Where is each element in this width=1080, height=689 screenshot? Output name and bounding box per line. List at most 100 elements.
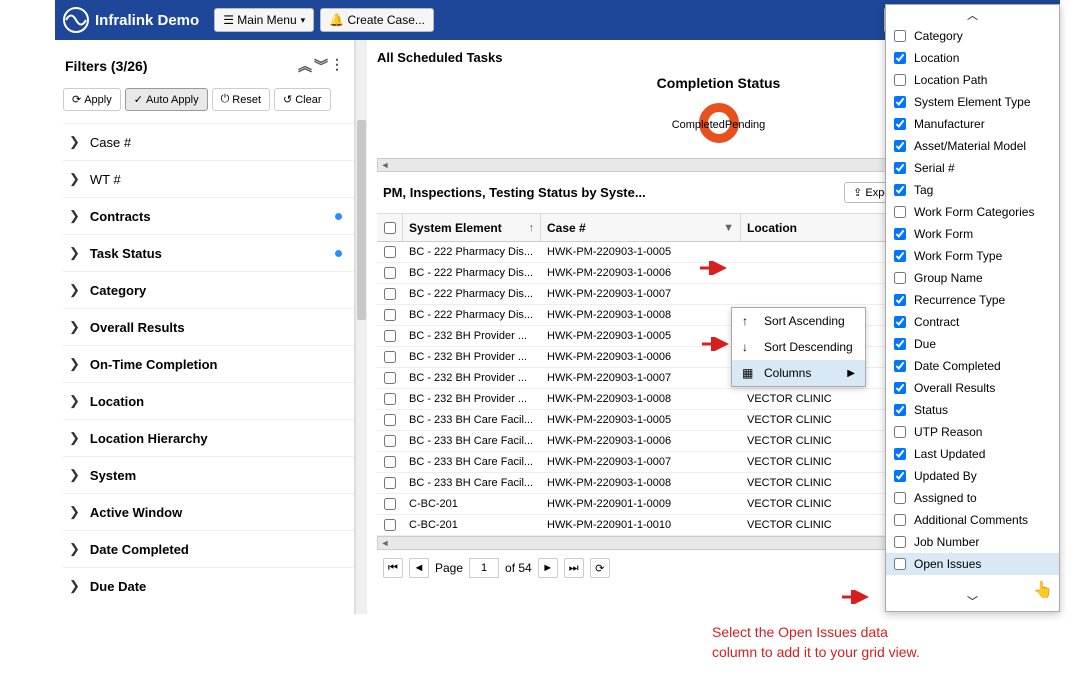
column-option-contract[interactable]: Contract (886, 311, 1059, 333)
refresh-grid-button[interactable]: ⟳ (590, 558, 610, 578)
row-checkbox[interactable] (377, 435, 403, 447)
column-option-category[interactable]: Category (886, 25, 1059, 47)
column-option-additional-comments[interactable]: Additional Comments (886, 509, 1059, 531)
column-checkbox[interactable] (894, 74, 906, 86)
column-option-status[interactable]: Status (886, 399, 1059, 421)
sidebar-scrollbar[interactable] (355, 40, 367, 614)
column-checkbox[interactable] (894, 228, 906, 240)
row-checkbox[interactable] (377, 330, 403, 342)
column-checkbox[interactable] (894, 162, 906, 174)
column-option-overall-results[interactable]: Overall Results (886, 377, 1059, 399)
auto-apply-button[interactable]: ✓Auto Apply (125, 88, 208, 111)
column-checkbox[interactable] (894, 316, 906, 328)
filter-item-location-hierarchy[interactable]: ❯Location Hierarchy (63, 419, 354, 456)
column-option-utp-reason[interactable]: UTP Reason (886, 421, 1059, 443)
select-all-checkbox[interactable] (377, 214, 403, 241)
column-checkbox[interactable] (894, 294, 906, 306)
filter-item-overall-results[interactable]: ❯Overall Results (63, 308, 354, 345)
row-checkbox[interactable] (377, 498, 403, 510)
column-option-serial-[interactable]: Serial # (886, 157, 1059, 179)
column-checkbox[interactable] (894, 30, 906, 42)
scroll-left-icon[interactable]: ◄ (378, 538, 392, 548)
column-option-location[interactable]: Location (886, 47, 1059, 69)
more-icon[interactable]: ⋮ (330, 56, 344, 76)
filter-item-due-date[interactable]: ❯Due Date (63, 567, 354, 604)
page-input[interactable] (469, 558, 499, 578)
column-option-date-completed[interactable]: Date Completed (886, 355, 1059, 377)
row-checkbox[interactable] (377, 519, 403, 531)
row-checkbox[interactable] (377, 477, 403, 489)
row-checkbox[interactable] (377, 246, 403, 258)
column-checkbox[interactable] (894, 96, 906, 108)
row-checkbox[interactable] (377, 351, 403, 363)
column-checkbox[interactable] (894, 250, 906, 262)
column-option-work-form-type[interactable]: Work Form Type (886, 245, 1059, 267)
column-option-open-issues[interactable]: Open Issues (886, 553, 1059, 575)
column-checkbox[interactable] (894, 514, 906, 526)
column-checkbox[interactable] (894, 470, 906, 482)
first-page-button[interactable]: ⏮ (383, 558, 403, 578)
column-option-system-element-type[interactable]: System Element Type (886, 91, 1059, 113)
column-option-updated-by[interactable]: Updated By (886, 465, 1059, 487)
last-page-button[interactable]: ⏭ (564, 558, 584, 578)
row-checkbox[interactable] (377, 393, 403, 405)
filter-item-contracts[interactable]: ❯Contracts (63, 197, 354, 234)
column-checkbox[interactable] (894, 448, 906, 460)
column-option-job-number[interactable]: Job Number (886, 531, 1059, 553)
column-option-asset-material-model[interactable]: Asset/Material Model (886, 135, 1059, 157)
filter-item-task-status[interactable]: ❯Task Status (63, 234, 354, 271)
filter-item-system[interactable]: ❯System (63, 456, 354, 493)
column-checkbox[interactable] (894, 338, 906, 350)
filter-item-on-time-completion[interactable]: ❯On-Time Completion (63, 345, 354, 382)
column-checkbox[interactable] (894, 118, 906, 130)
scrollbar-thumb[interactable] (357, 120, 366, 320)
filter-item-wt-[interactable]: ❯WT # (63, 160, 354, 197)
expand-all-icon[interactable]: ︾ (314, 56, 328, 76)
column-checkbox[interactable] (894, 140, 906, 152)
clear-button[interactable]: ↺Clear (274, 88, 331, 111)
column-option-recurrence-type[interactable]: Recurrence Type (886, 289, 1059, 311)
sort-ascending-item[interactable]: ↑Sort Ascending (732, 308, 865, 334)
column-option-tag[interactable]: Tag (886, 179, 1059, 201)
sort-descending-item[interactable]: ↓Sort Descending (732, 334, 865, 360)
column-checkbox[interactable] (894, 272, 906, 284)
create-case-button[interactable]: 🔔 Create Case... (320, 8, 434, 32)
columns-submenu-item[interactable]: ▦Columns▶ (732, 360, 865, 386)
column-option-group-name[interactable]: Group Name (886, 267, 1059, 289)
column-checkbox[interactable] (894, 382, 906, 394)
column-checkbox[interactable] (894, 360, 906, 372)
row-checkbox[interactable] (377, 372, 403, 384)
filter-item-category[interactable]: ❯Category (63, 271, 354, 308)
column-checkbox[interactable] (894, 52, 906, 64)
column-checkbox[interactable] (894, 492, 906, 504)
filter-item-case-[interactable]: ❯Case # (63, 123, 354, 160)
reset-button[interactable]: ⏻Reset (212, 88, 270, 111)
column-checkbox[interactable] (894, 184, 906, 196)
collapse-all-icon[interactable]: ︽ (298, 56, 312, 76)
column-option-manufacturer[interactable]: Manufacturer (886, 113, 1059, 135)
next-page-button[interactable]: ► (538, 558, 558, 578)
column-option-location-path[interactable]: Location Path (886, 69, 1059, 91)
column-checkbox[interactable] (894, 536, 906, 548)
scroll-down-arrow[interactable]: ﹀ (886, 591, 1059, 611)
row-checkbox[interactable] (377, 267, 403, 279)
column-checkbox[interactable] (894, 206, 906, 218)
row-checkbox[interactable] (377, 414, 403, 426)
scroll-up-arrow[interactable]: ︿ (886, 5, 1059, 25)
column-menu-icon[interactable]: ▼ (723, 222, 734, 234)
filter-item-date-completed[interactable]: ❯Date Completed (63, 530, 354, 567)
filter-item-location[interactable]: ❯Location (63, 382, 354, 419)
prev-page-button[interactable]: ◄ (409, 558, 429, 578)
column-checkbox[interactable] (894, 426, 906, 438)
row-checkbox[interactable] (377, 456, 403, 468)
column-checkbox[interactable] (894, 404, 906, 416)
column-option-assigned-to[interactable]: Assigned to (886, 487, 1059, 509)
apply-button[interactable]: ⟳Apply (63, 88, 121, 111)
row-checkbox[interactable] (377, 288, 403, 300)
col-case-number[interactable]: Case #▼ (541, 214, 741, 241)
column-checkbox[interactable] (894, 558, 906, 570)
scroll-left-icon[interactable]: ◄ (378, 160, 392, 170)
row-checkbox[interactable] (377, 309, 403, 321)
main-menu-button[interactable]: ☰ Main Menu▾ (214, 8, 314, 32)
column-option-work-form-categories[interactable]: Work Form Categories (886, 201, 1059, 223)
